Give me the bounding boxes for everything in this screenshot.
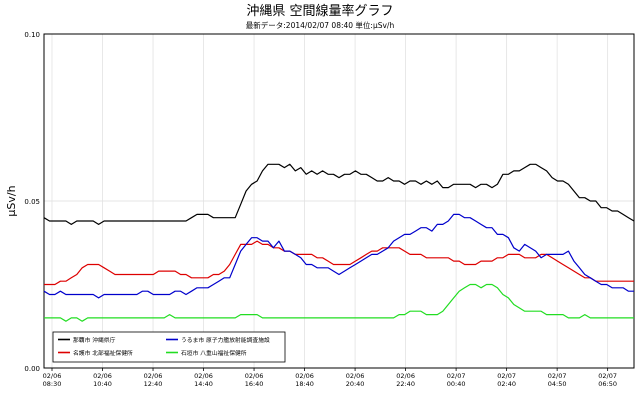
x-tick-date: 02/06 <box>194 372 213 380</box>
series-lines <box>43 163 635 322</box>
x-tick-date: 02/06 <box>396 372 415 380</box>
grid-lines <box>44 34 634 368</box>
legend-label: 石垣市 八重山福祉保健所 <box>181 349 247 357</box>
x-tick-date: 02/06 <box>144 372 163 380</box>
x-tick-date: 02/07 <box>548 372 567 380</box>
legend-box <box>52 331 286 363</box>
x-tick-time: 04:50 <box>548 380 567 388</box>
y-axis-ticks: 0.00 0.05 0.10 <box>24 31 40 373</box>
y-tick-label: 0.10 <box>24 31 40 39</box>
x-axis-ticks: 02/0608:3002/0610:4002/0612:4002/0614:40… <box>43 368 617 388</box>
series-line-1 <box>44 240 634 286</box>
x-tick-date: 02/06 <box>245 372 264 380</box>
x-tick-date: 02/07 <box>497 372 516 380</box>
x-tick-time: 00:40 <box>447 380 466 388</box>
x-tick-date: 02/06 <box>93 372 112 380</box>
x-tick-time: 16:40 <box>245 380 264 388</box>
legend-label: 那覇市 沖縄県庁 <box>73 336 116 344</box>
x-tick-date: 02/06 <box>346 372 365 380</box>
series-line-0 <box>43 163 635 225</box>
x-tick-date: 02/06 <box>295 372 314 380</box>
x-tick-time: 20:40 <box>346 380 365 388</box>
x-tick-time: 02:40 <box>497 380 516 388</box>
x-tick-time: 12:40 <box>144 380 163 388</box>
series-line-2 <box>43 213 634 299</box>
y-tick-label: 0.00 <box>24 365 40 373</box>
x-tick-time: 14:40 <box>194 380 213 388</box>
x-tick-time: 06:50 <box>598 380 617 388</box>
x-tick-time: 22:40 <box>396 380 415 388</box>
x-tick-time: 18:40 <box>295 380 314 388</box>
x-tick-date: 02/07 <box>447 372 466 380</box>
x-tick-date: 02/07 <box>598 372 617 380</box>
x-tick-time: 08:30 <box>43 380 62 388</box>
x-tick-time: 10:40 <box>93 380 112 388</box>
legend-label: うるま市 原子力艦放射能調査施設 <box>181 336 270 344</box>
series-line-3 <box>44 283 634 322</box>
chart-subtitle: 最新データ:2014/02/07 08:40 単位:μSv/h <box>246 20 395 30</box>
y-tick-label: 0.05 <box>24 198 40 206</box>
x-tick-date: 02/06 <box>43 372 62 380</box>
chart-title: 沖縄県 空間線量率グラフ <box>246 3 393 19</box>
legend-label: 名護市 北部福祉保健所 <box>73 349 133 357</box>
y-axis-label: μSv/h <box>5 185 18 216</box>
plot-area-frame <box>43 33 635 369</box>
